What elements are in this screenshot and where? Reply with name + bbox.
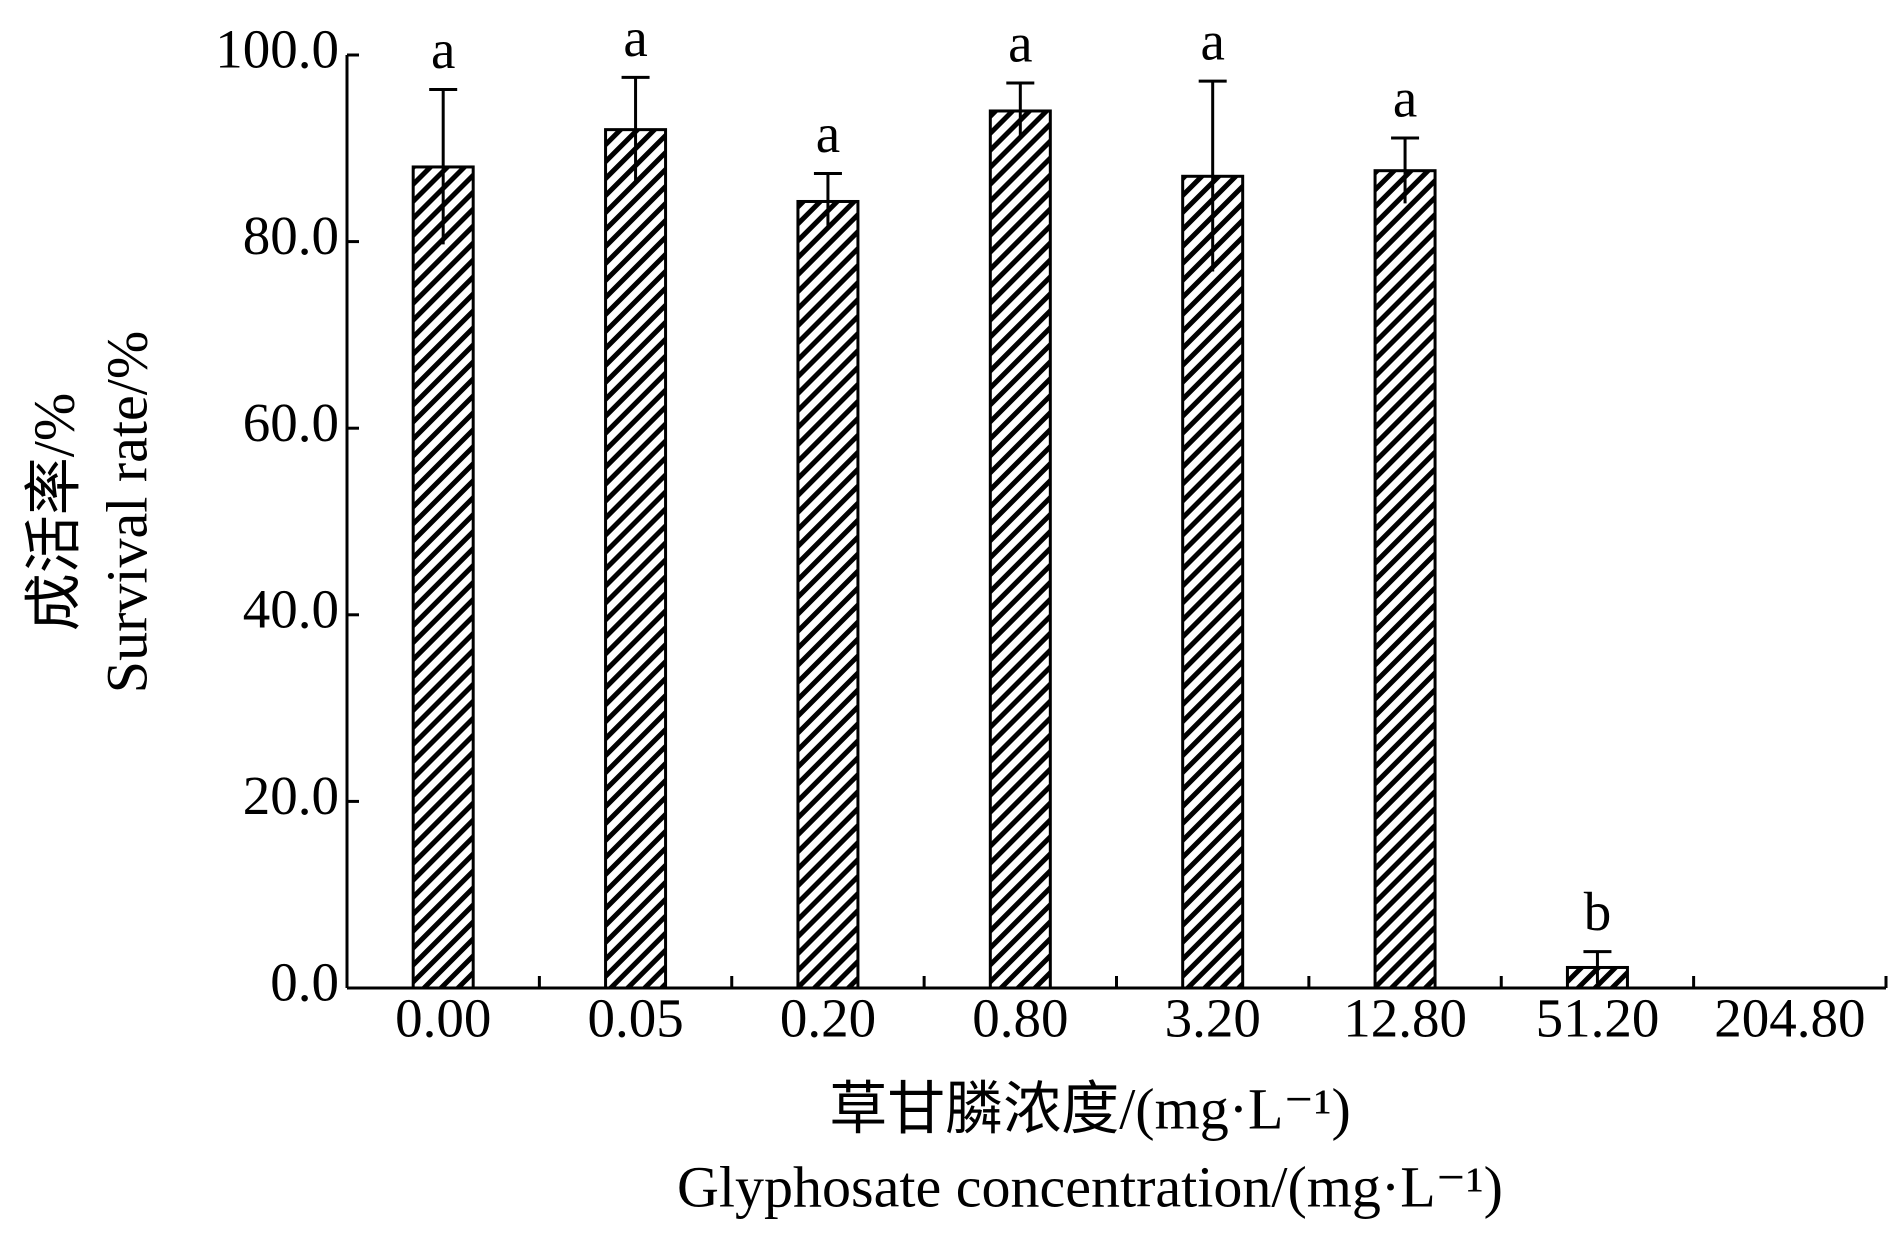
x-tick-label: 0.00: [395, 988, 491, 1049]
significance-label: a: [1200, 11, 1224, 72]
y-tick-label: 100.0: [215, 19, 339, 80]
x-tick-label: 0.20: [780, 988, 876, 1049]
x-tick-label: 0.80: [972, 988, 1068, 1049]
y-tick-label: 0.0: [270, 952, 339, 1013]
y-tick-label: 40.0: [243, 578, 339, 639]
significance-label: a: [1393, 68, 1417, 129]
y-tick-label: 60.0: [243, 392, 339, 453]
bar: [1373, 169, 1437, 990]
significance-label: a: [431, 19, 455, 80]
y-tick-label: 20.0: [243, 765, 339, 826]
x-tick-label: 12.80: [1343, 988, 1467, 1049]
significance-label: b: [1584, 881, 1612, 942]
bar: [604, 128, 668, 990]
x-tick-label: 3.20: [1165, 988, 1261, 1049]
y-axis-title: 成活率/%: [21, 393, 86, 631]
significance-label: a: [1008, 13, 1032, 74]
y-tick-label: 80.0: [243, 205, 339, 266]
x-tick-label: 204.80: [1714, 988, 1865, 1049]
x-axis-title: 草甘膦浓度/(mg·L⁻¹): [829, 1076, 1351, 1141]
y-axis-title: Survival rate/%: [94, 331, 159, 693]
bar: [988, 109, 1052, 990]
x-tick-label: 51.20: [1536, 988, 1660, 1049]
bar: [796, 199, 860, 990]
x-axis-title: Glyphosate concentration/(mg·L⁻¹): [677, 1154, 1503, 1219]
bar: [411, 165, 475, 990]
bar: [1181, 174, 1245, 990]
significance-label: a: [816, 103, 840, 164]
x-tick-label: 0.05: [587, 988, 683, 1049]
significance-label: a: [623, 7, 647, 68]
